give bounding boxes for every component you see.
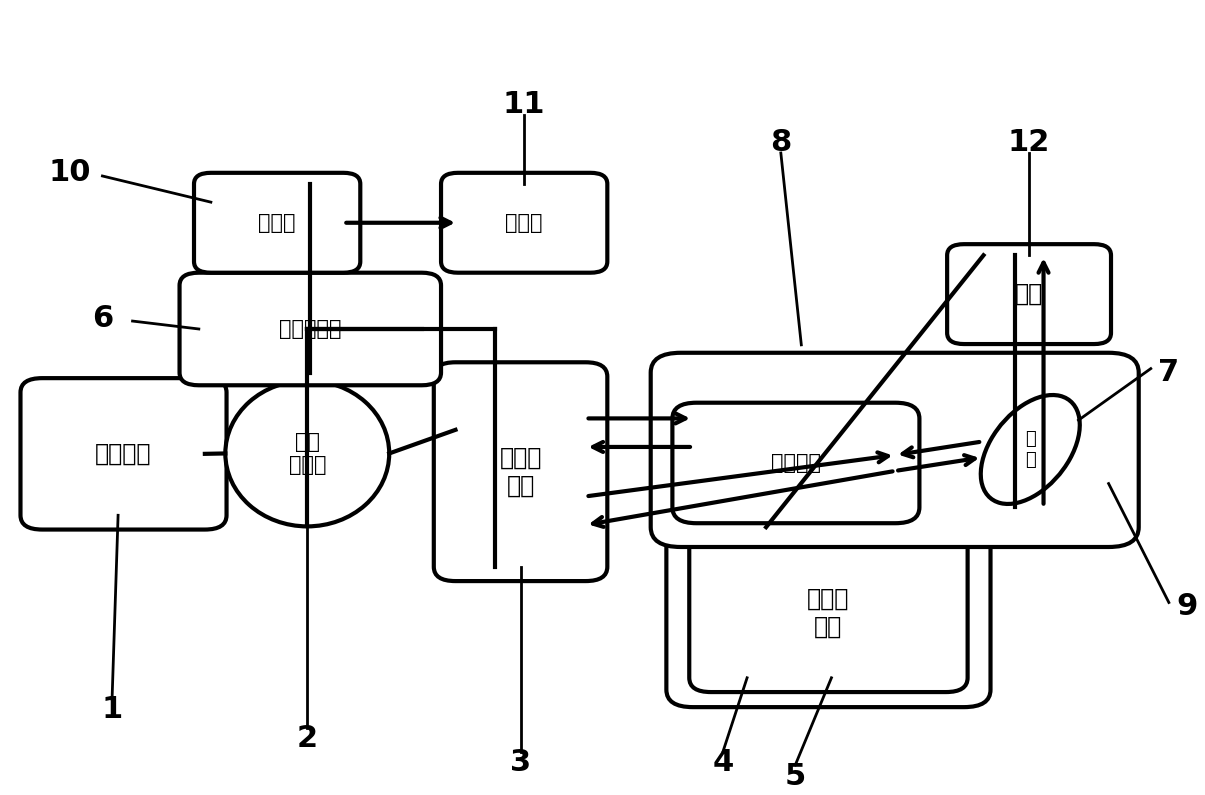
FancyBboxPatch shape <box>689 533 968 692</box>
Text: 12: 12 <box>1007 128 1051 157</box>
FancyBboxPatch shape <box>651 353 1139 547</box>
Text: 4: 4 <box>712 748 734 778</box>
Text: 样品: 样品 <box>1015 282 1044 306</box>
Text: 格休透镜: 格休透镜 <box>771 453 821 473</box>
Text: 5: 5 <box>784 762 806 791</box>
FancyBboxPatch shape <box>434 363 607 581</box>
Text: 采集卡: 采集卡 <box>258 213 296 233</box>
Text: 11: 11 <box>502 90 546 119</box>
FancyBboxPatch shape <box>666 518 991 707</box>
FancyBboxPatch shape <box>180 273 441 386</box>
Text: 1: 1 <box>101 695 123 724</box>
Text: 9: 9 <box>1176 592 1198 621</box>
Text: 探
头: 探 头 <box>1025 430 1035 469</box>
Text: 6: 6 <box>92 304 113 333</box>
Text: 7: 7 <box>1158 358 1180 387</box>
FancyBboxPatch shape <box>947 244 1111 344</box>
Text: 10: 10 <box>48 158 92 188</box>
FancyBboxPatch shape <box>672 403 919 523</box>
FancyBboxPatch shape <box>194 173 360 273</box>
FancyBboxPatch shape <box>20 378 227 529</box>
Text: 计算机: 计算机 <box>505 213 543 233</box>
Text: 3: 3 <box>510 748 531 778</box>
Text: 平衡探测器: 平衡探测器 <box>280 319 341 339</box>
Ellipse shape <box>981 395 1080 504</box>
Text: 固定反
射镜: 固定反 射镜 <box>807 587 850 638</box>
Text: 2: 2 <box>296 724 318 754</box>
Text: 扫频光源: 扫频光源 <box>95 442 152 466</box>
Ellipse shape <box>225 381 389 526</box>
Text: 光纤耦
合器: 光纤耦 合器 <box>499 446 542 498</box>
FancyBboxPatch shape <box>441 173 607 273</box>
Text: 8: 8 <box>770 128 792 157</box>
Text: 三端
环形器: 三端 环形器 <box>288 432 327 475</box>
